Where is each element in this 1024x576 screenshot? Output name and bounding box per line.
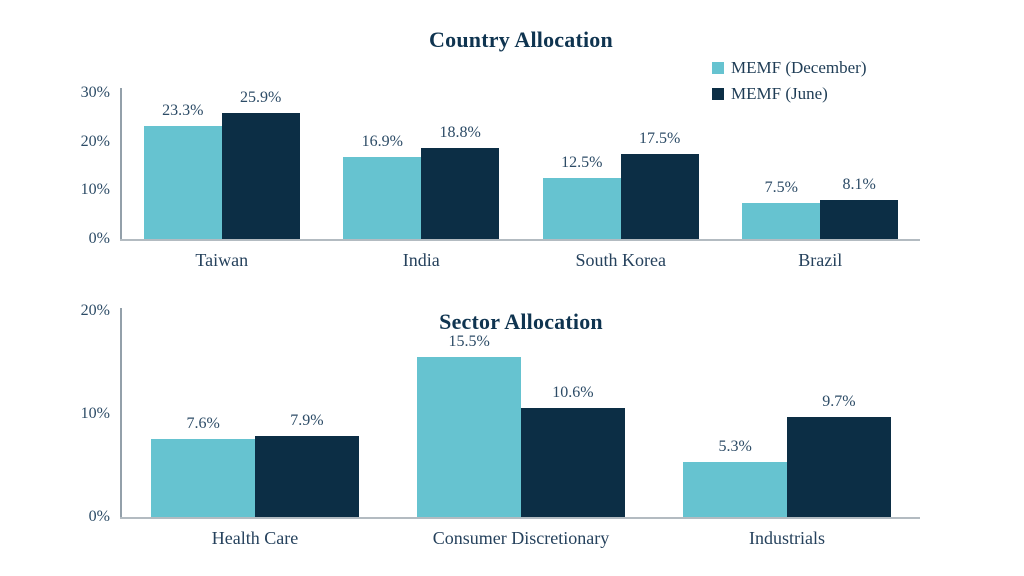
legend-swatch-june (712, 88, 724, 100)
bar-value-label: 15.5% (448, 333, 490, 351)
bar-memf-june (787, 417, 891, 517)
legend-item: MEMF (June) (712, 84, 828, 104)
category-label: India (402, 250, 440, 270)
bar-memf-december (417, 357, 521, 517)
bar-memf-december (151, 438, 255, 517)
bar-memf-june (421, 147, 500, 239)
bar-value-label: 9.7% (822, 393, 856, 411)
bar-value-label: 18.8% (439, 123, 481, 141)
bar-memf-june (221, 112, 300, 239)
y-tick-label: 20% (80, 302, 110, 319)
bar-memf-december (742, 202, 821, 239)
y-axis-line (120, 88, 122, 239)
bar-memf-june (255, 435, 359, 517)
x-axis-line (120, 517, 920, 519)
category-label: Industrials (749, 528, 825, 548)
category-label: Brazil (798, 250, 843, 270)
y-axis-line (120, 308, 122, 517)
bar-memf-june (820, 199, 899, 239)
sector-chart-title: Sector Allocation (439, 309, 603, 334)
bar-memf-december (143, 125, 222, 239)
y-tick-label: 10% (80, 405, 110, 422)
bar-memf-june (521, 407, 625, 517)
y-tick-label: 10% (80, 181, 110, 199)
bar-value-label: 12.5% (561, 154, 603, 172)
bar-memf-december (542, 178, 621, 239)
legend-item: MEMF (December) (712, 58, 867, 78)
bar-value-label: 17.5% (638, 129, 681, 147)
category-label: Consumer Discretionary (432, 528, 610, 548)
y-tick-label: 20% (80, 132, 110, 150)
category-label: South Korea (575, 250, 666, 270)
legend-label: MEMF (June) (731, 84, 828, 103)
y-tick-label: 0% (88, 230, 110, 247)
bar-value-label: 16.9% (361, 132, 403, 150)
legend-swatch-december (712, 62, 724, 74)
category-label: Taiwan (195, 250, 249, 270)
bar-value-label: 7.9% (290, 411, 324, 429)
bar-value-label: 23.3% (162, 101, 204, 119)
bar-value-label: 25.9% (239, 88, 282, 106)
bar-value-label: 8.1% (842, 175, 876, 193)
y-tick-label: 30% (80, 84, 110, 101)
bar-value-label: 10.6% (552, 383, 594, 401)
bar-value-label: 7.5% (764, 178, 798, 196)
bar-memf-june (620, 153, 699, 239)
y-tick-label: 0% (88, 508, 110, 525)
category-label: Health Care (211, 528, 299, 548)
bar-value-label: 7.6% (186, 414, 220, 432)
bar-value-label: 5.3% (718, 438, 752, 456)
bar-memf-december (343, 156, 422, 239)
legend-label: MEMF (December) (731, 58, 867, 77)
x-axis-line (120, 239, 920, 241)
bar-memf-december (683, 462, 787, 517)
country-chart-title: Country Allocation (429, 27, 613, 52)
